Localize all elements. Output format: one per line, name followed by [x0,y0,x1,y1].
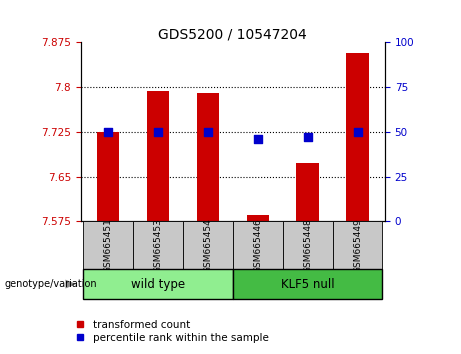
Point [254,136,261,142]
Bar [147,91,169,221]
Text: GSM665454: GSM665454 [203,218,213,273]
Legend: transformed count, percentile rank within the sample: transformed count, percentile rank withi… [65,315,273,347]
Point [304,135,311,140]
Text: GSM665446: GSM665446 [253,218,262,273]
Text: GSM665453: GSM665453 [154,218,162,273]
Point [204,129,212,135]
Bar [346,53,369,221]
Text: GSM665451: GSM665451 [104,218,112,273]
Point [105,129,112,135]
Title: GDS5200 / 10547204: GDS5200 / 10547204 [159,27,307,41]
Text: GSM665449: GSM665449 [353,218,362,273]
Bar [296,164,319,221]
Text: wild type: wild type [131,278,185,291]
Bar [133,221,183,269]
Point [154,129,162,135]
Bar [247,215,269,221]
Point [354,129,361,135]
Bar [83,269,233,299]
Bar [197,93,219,221]
Bar [83,221,133,269]
Bar [283,221,332,269]
Text: KLF5 null: KLF5 null [281,278,334,291]
Text: genotype/variation: genotype/variation [5,279,97,289]
Polygon shape [65,280,76,289]
Text: GSM665448: GSM665448 [303,218,312,273]
Bar [183,221,233,269]
Bar [233,221,283,269]
Bar [233,269,383,299]
Bar [332,221,383,269]
Bar [97,132,119,221]
